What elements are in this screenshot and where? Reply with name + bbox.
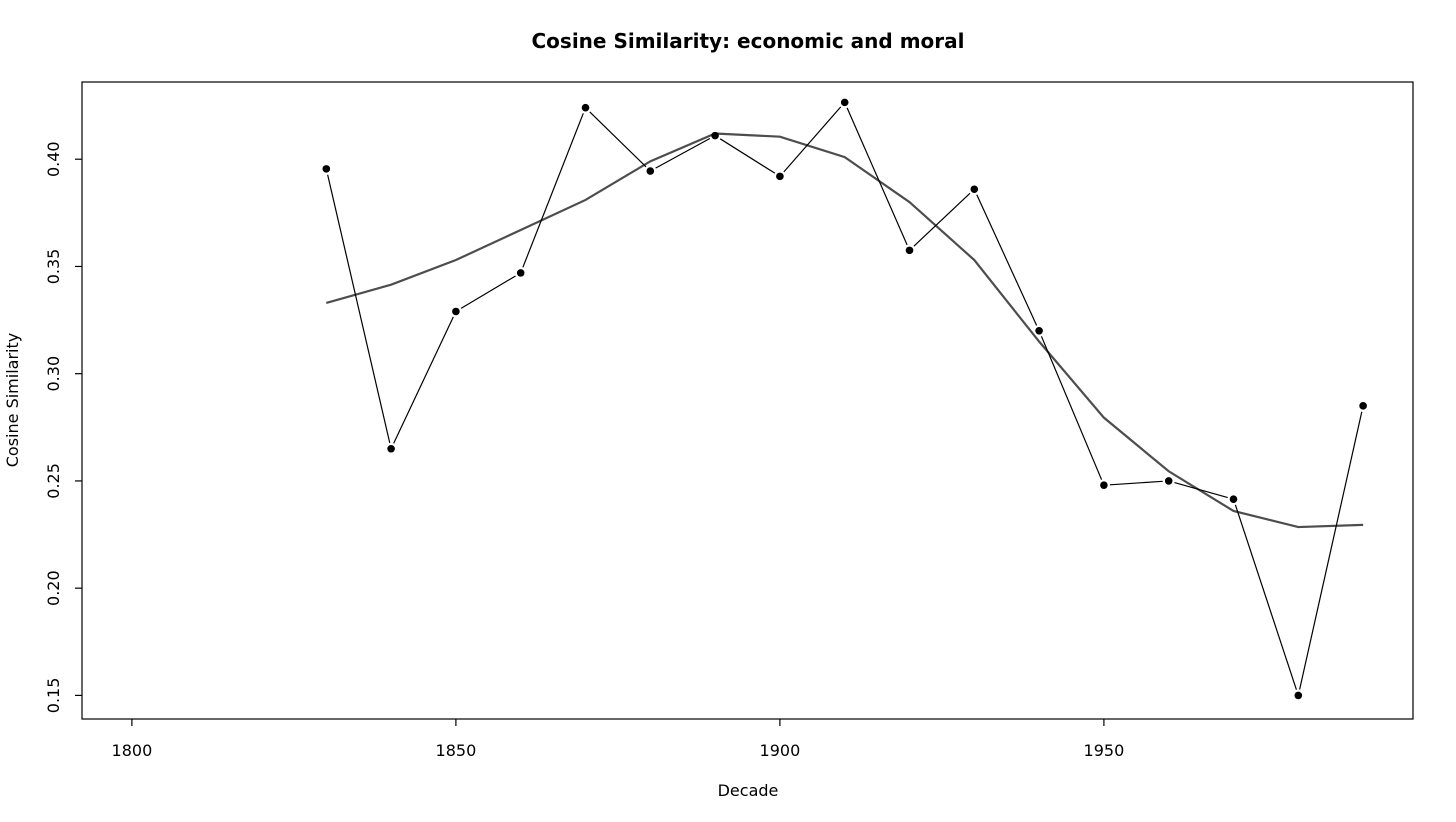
data-point [905,246,914,255]
data-segment [1040,336,1103,480]
data-segment [1299,411,1363,690]
data-segment [976,194,1038,326]
data-point [970,185,979,194]
data-segment [655,137,711,169]
data-point [1229,495,1238,503]
y-tick-label: 0.35 [44,249,63,285]
y-tick-label: 0.15 [44,678,63,714]
x-axis: 1800 1850 1900 1950 [112,719,1125,760]
data-point [1164,477,1173,485]
data-segment [1174,481,1228,499]
data-point [452,307,460,316]
y-tick-label: 0.25 [44,463,63,499]
data-segment [913,192,971,247]
y-axis: 0.15 0.20 0.25 0.30 0.35 0.40 [44,141,82,713]
data-segment [522,113,584,268]
data-point [516,269,525,277]
data-segment [846,107,908,246]
x-tick-label: 1900 [760,741,801,760]
x-tick-label: 1950 [1084,741,1125,760]
plot-frame [81,81,1414,720]
y-tick-label: 0.30 [44,356,63,392]
trend-line [325,132,1364,529]
data-segment [719,138,776,174]
data-segment [783,106,842,173]
data-point [387,444,395,453]
y-tick-label: 0.20 [44,570,63,606]
data-segment [393,316,454,444]
data-point [1294,691,1303,700]
data-point [1359,402,1367,410]
data-point [1100,481,1108,490]
data-segment [589,111,647,168]
data-segment [1109,480,1163,486]
data-point [581,103,590,112]
x-tick-label: 1850 [436,741,477,760]
data-segment [1234,504,1297,690]
series-layer [322,98,1367,700]
data-point [840,98,849,107]
y-axis-label: Cosine Similarity [3,333,22,467]
data-point [646,167,655,175]
y-tick-label: 0.40 [44,141,63,177]
data-point [776,172,784,181]
data-segment [327,174,391,444]
chart-title: Cosine Similarity: economic and moral [532,29,965,53]
x-tick-label: 1800 [112,741,153,760]
data-point [711,131,719,140]
data-point [1035,326,1043,335]
data-segment [460,275,516,309]
data-point [322,165,331,173]
x-axis-label: Decade [718,781,779,800]
